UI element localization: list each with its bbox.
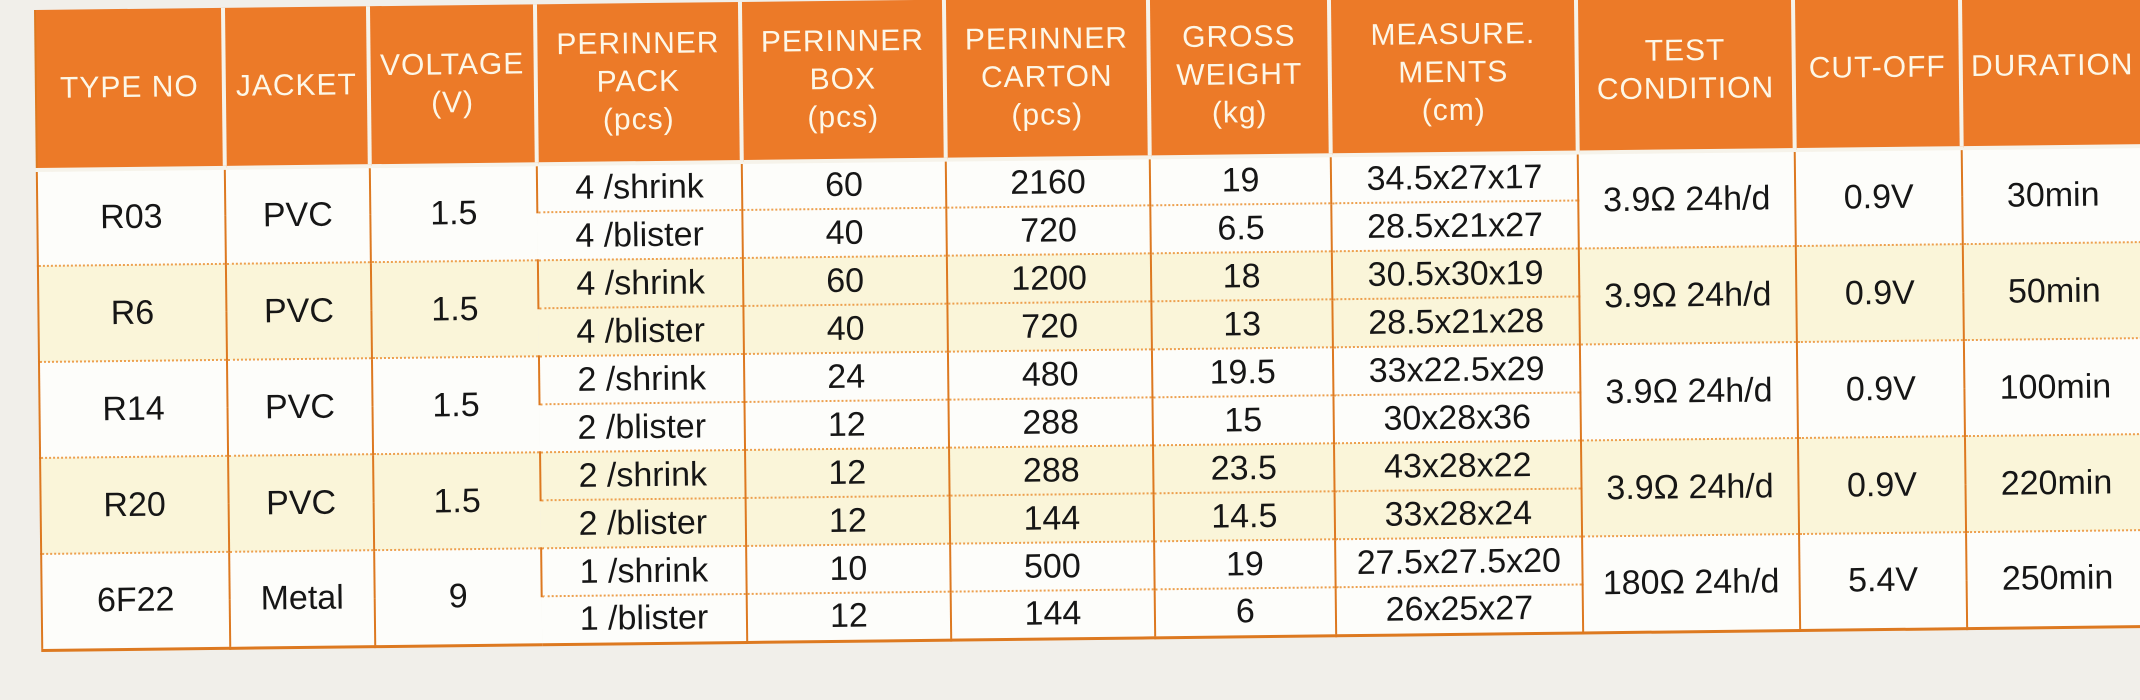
cell-carton: 500 (950, 541, 1155, 592)
cell-measurements: 30.5x30x19 (1331, 248, 1580, 300)
cell-gross-weight: 14.5 (1153, 491, 1336, 542)
cell-pack: 4 /shrink (536, 161, 743, 213)
cell-pack: 4 /blister (537, 209, 743, 261)
cell-pack: 2 /shrink (538, 353, 745, 405)
cell-pack: 1 /shrink (541, 545, 747, 597)
cell-box: 40 (743, 303, 948, 354)
cell-carton: 144 (949, 493, 1155, 544)
cell-jacket: PVC (228, 454, 375, 552)
cell-measurements: 33x28x24 (1334, 488, 1583, 540)
cell-type-no: R03 (36, 167, 226, 266)
cell-pack: 2 /blister (539, 401, 746, 453)
cell-measurements: 30x28x36 (1333, 392, 1581, 444)
battery-spec-table: TYPE NO JACKET VOLTAGE (V) PERINNER PACK… (34, 0, 2140, 652)
cell-voltage: 1.5 (370, 260, 539, 359)
scan-area: TYPE NO JACKET VOLTAGE (V) PERINNER PACK… (34, 0, 2140, 652)
cell-test-condition: 3.9Ω 24h/d (1578, 246, 1797, 345)
cell-voltage: 1.5 (373, 452, 542, 551)
cell-measurements: 34.5x27x17 (1330, 152, 1579, 204)
cell-measurements: 28.5x21x27 (1331, 200, 1579, 252)
cell-jacket: PVC (224, 166, 371, 264)
cell-measurements: 26x25x27 (1335, 584, 1584, 636)
cell-carton: 144 (950, 589, 1156, 640)
header-perinner-pack: PERINNER PACK (pcs) (534, 1, 742, 165)
cell-gross-weight: 19.5 (1151, 347, 1334, 398)
cell-carton: 1200 (946, 253, 1152, 304)
cell-carton: 2160 (945, 157, 1151, 208)
cell-pack: 2 /shrink (540, 449, 746, 501)
cell-cut-off: 0.9V (1794, 148, 1963, 247)
cell-cut-off: 0.9V (1797, 436, 1967, 535)
cell-type-no: R14 (38, 359, 229, 458)
cell-gross-weight: 18 (1150, 251, 1333, 302)
cell-jacket: Metal (229, 550, 376, 648)
header-duration: DURATION (1959, 0, 2140, 149)
cell-cut-off: 5.4V (1799, 532, 1968, 631)
cell-box: 40 (742, 207, 947, 258)
cell-carton: 720 (946, 205, 1151, 256)
cell-pack: 4 /shrink (537, 257, 744, 309)
header-row: TYPE NO JACKET VOLTAGE (V) PERINNER PACK… (34, 0, 2140, 170)
cell-measurements: 33x22.5x29 (1332, 344, 1581, 396)
cell-measurements: 27.5x27.5x20 (1335, 536, 1583, 588)
cell-jacket: PVC (225, 262, 372, 360)
cell-pack: 4 /blister (538, 305, 744, 357)
header-test-condition: TEST CONDITION (1575, 0, 1795, 153)
header-gross-weight: GROSS WEIGHT (kg) (1147, 0, 1331, 158)
header-jacket: JACKET (222, 6, 370, 168)
cell-duration: 250min (1966, 530, 2140, 629)
cell-pack: 2 /blister (540, 497, 747, 549)
cell-duration: 220min (1964, 434, 2140, 533)
header-voltage: VOLTAGE (V) (367, 4, 537, 167)
header-perinner-box: PERINNER BOX (pcs) (739, 0, 946, 162)
cell-box: 60 (742, 255, 948, 306)
cell-box: 10 (746, 543, 951, 594)
header-cut-off: CUT-OFF (1792, 0, 1962, 151)
cell-cut-off: 0.9V (1795, 244, 1964, 343)
cell-duration: 100min (1963, 338, 2140, 437)
cell-test-condition: 180Ω 24h/d (1582, 534, 1801, 633)
cell-gross-weight: 6.5 (1150, 203, 1332, 254)
cell-carton: 720 (947, 301, 1152, 352)
cell-pack: 1 /blister (541, 593, 748, 645)
cell-carton: 288 (949, 445, 1154, 496)
cell-duration: 50min (1962, 242, 2140, 341)
cell-gross-weight: 15 (1152, 395, 1334, 446)
cell-duration: 30min (1961, 146, 2140, 245)
cell-box: 60 (741, 159, 947, 210)
cell-gross-weight: 13 (1151, 299, 1333, 350)
cell-type-no: 6F22 (41, 551, 231, 650)
cell-jacket: PVC (226, 358, 374, 456)
cell-measurements: 43x28x22 (1333, 440, 1582, 492)
cell-box: 12 (744, 399, 950, 450)
cell-gross-weight: 6 (1154, 587, 1337, 638)
cell-box: 12 (745, 495, 951, 546)
cell-box: 12 (745, 447, 950, 498)
header-type-no: TYPE NO (34, 7, 225, 170)
header-measurements: MEASURE. MENTS (cm) (1328, 0, 1578, 156)
cell-voltage: 1.5 (371, 356, 541, 455)
cell-carton: 288 (948, 397, 1154, 448)
cell-gross-weight: 19 (1154, 539, 1336, 590)
cell-voltage: 1.5 (369, 164, 538, 263)
cell-gross-weight: 23.5 (1153, 443, 1335, 494)
cell-type-no: R6 (37, 263, 227, 362)
cell-carton: 480 (947, 349, 1153, 400)
cell-measurements: 28.5x21x28 (1332, 296, 1580, 348)
cell-type-no: R20 (40, 455, 230, 554)
cell-gross-weight: 19 (1149, 155, 1332, 206)
cell-test-condition: 3.9Ω 24h/d (1579, 342, 1798, 441)
cell-test-condition: 3.9Ω 24h/d (1580, 438, 1800, 537)
cell-box: 24 (743, 351, 949, 402)
cell-voltage: 9 (374, 548, 543, 647)
cell-test-condition: 3.9Ω 24h/d (1577, 150, 1796, 249)
cell-cut-off: 0.9V (1796, 340, 1965, 439)
header-perinner-carton: PERINNER CARTON (pcs) (943, 0, 1150, 160)
cell-box: 12 (746, 591, 952, 642)
